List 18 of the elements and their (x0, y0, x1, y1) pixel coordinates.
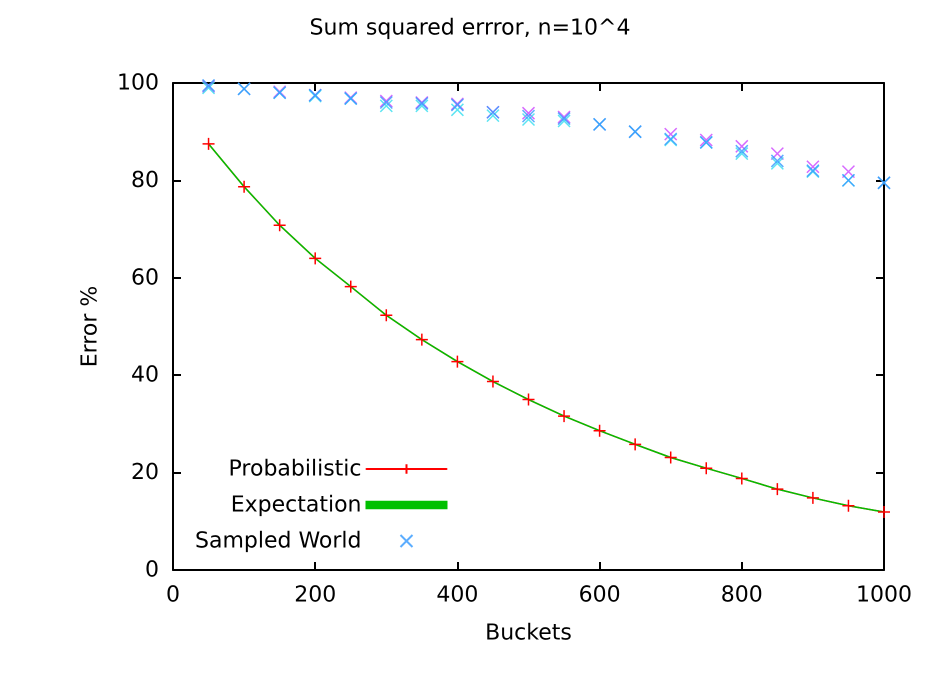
legend-label: Probabilistic (228, 456, 362, 482)
x-tick-label: 0 (166, 582, 180, 608)
y-axis-title: Error % (78, 286, 102, 368)
x-tick-label: 400 (436, 582, 478, 608)
y-tick-label: 60 (131, 265, 159, 290)
x-tick-label: 1000 (856, 582, 912, 608)
y-tick-label: 20 (131, 460, 159, 486)
x-tick-label: 600 (578, 582, 621, 608)
y-tick-label: 100 (117, 70, 159, 96)
chart-title: Sum squared errror, n=10^4 (310, 16, 630, 40)
y-tick-label: 40 (131, 362, 159, 388)
x-tick-label: 200 (294, 582, 336, 608)
x-tick-label: 800 (720, 582, 763, 608)
x-axis-title: Buckets (485, 620, 572, 646)
y-tick-label: 0 (145, 558, 159, 582)
legend-label: Sampled World (194, 528, 362, 554)
y-tick-label: 80 (131, 168, 159, 193)
legend-label: Expectation (230, 492, 362, 518)
